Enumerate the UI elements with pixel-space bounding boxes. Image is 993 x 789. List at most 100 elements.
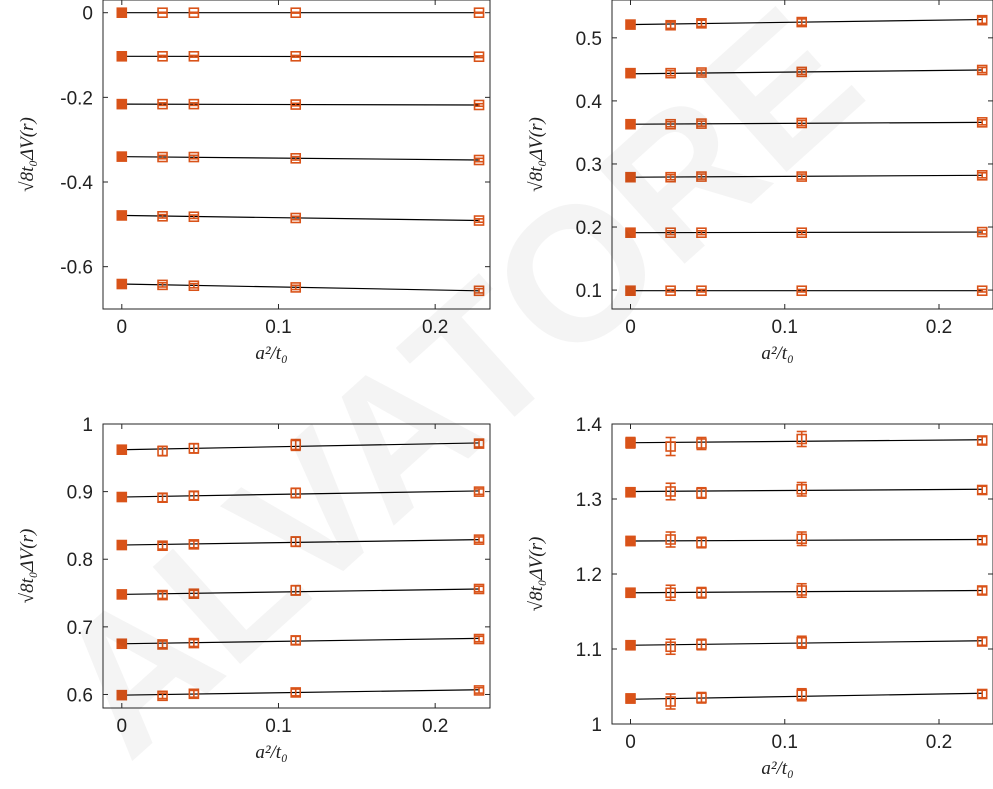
data-point bbox=[290, 585, 302, 596]
y-tick-label: 1 bbox=[591, 715, 602, 736]
data-point bbox=[696, 67, 707, 78]
x-tick-label: 0.2 bbox=[422, 716, 448, 737]
data-point bbox=[473, 51, 485, 63]
data-point bbox=[796, 171, 808, 182]
data-point bbox=[625, 437, 636, 449]
data-point bbox=[696, 285, 707, 297]
data-point bbox=[665, 641, 676, 653]
y-axis-label: √8t₀ΔV(r) bbox=[526, 117, 547, 192]
data-point bbox=[116, 539, 128, 551]
data-point bbox=[473, 438, 485, 449]
data-point bbox=[665, 171, 676, 183]
data-point bbox=[665, 534, 676, 545]
data-point bbox=[665, 67, 676, 79]
data-point bbox=[188, 588, 200, 600]
series-4 bbox=[116, 534, 485, 552]
data-point bbox=[625, 171, 636, 183]
y-tick-label: -0.4 bbox=[60, 173, 93, 194]
data-point bbox=[696, 18, 707, 29]
data-point bbox=[665, 285, 676, 297]
x-axis-label: a²/t₀ bbox=[255, 742, 287, 763]
data-point bbox=[696, 118, 707, 129]
data-point bbox=[976, 484, 988, 496]
data-point bbox=[157, 211, 168, 222]
series-3 bbox=[116, 583, 485, 601]
data-point bbox=[976, 170, 988, 181]
data-point bbox=[188, 211, 200, 223]
x-tick-label: 0.1 bbox=[265, 317, 291, 338]
data-point bbox=[696, 227, 707, 238]
data-point bbox=[116, 98, 128, 110]
series-6 bbox=[625, 14, 988, 31]
data-point bbox=[796, 585, 808, 596]
chart-panel-4: 0 0.1 0.2 1 1.1 1.2 1.3 1.4 a²/t₀ √8t₀ΔV(r) bbox=[526, 415, 993, 779]
data-point bbox=[157, 151, 168, 163]
data-point bbox=[796, 689, 808, 701]
data-point bbox=[290, 687, 302, 698]
series-6 bbox=[625, 430, 988, 457]
y-tick-label: 0.5 bbox=[576, 29, 602, 50]
series-2 bbox=[625, 226, 988, 238]
data-point bbox=[976, 435, 988, 446]
chart-panel-1: 0 0.1 0.2 0 -0.2 -0.4 -0.6 a²/t₀ √8t₀ΔV(r) bbox=[17, 0, 491, 364]
data-point bbox=[188, 539, 200, 550]
series-3 bbox=[625, 582, 988, 602]
y-tick-label: 0.6 bbox=[67, 685, 93, 706]
y-tick-label: -0.6 bbox=[60, 258, 93, 279]
x-axis-label: a²/t₀ bbox=[761, 343, 793, 364]
y-tick-label: 1.3 bbox=[576, 490, 602, 511]
data-point bbox=[796, 636, 808, 648]
data-point bbox=[290, 487, 302, 499]
data-point bbox=[157, 540, 168, 552]
series-1 bbox=[625, 687, 988, 710]
data-point bbox=[290, 50, 302, 62]
data-point bbox=[796, 66, 808, 78]
data-point bbox=[157, 50, 168, 62]
data-point bbox=[625, 285, 636, 297]
series-5 bbox=[625, 481, 988, 501]
data-point bbox=[665, 441, 676, 452]
data-point bbox=[473, 7, 485, 18]
data-point bbox=[290, 282, 302, 293]
series-1 bbox=[116, 685, 485, 702]
data-point bbox=[290, 99, 302, 110]
data-point bbox=[157, 639, 168, 650]
series-4 bbox=[625, 531, 988, 549]
data-point bbox=[625, 639, 636, 651]
y-tick-label: 1.2 bbox=[576, 565, 602, 586]
data-point bbox=[976, 14, 988, 26]
data-point bbox=[290, 635, 302, 646]
data-point bbox=[157, 589, 168, 601]
data-point bbox=[976, 585, 988, 596]
y-tick-label: 0.8 bbox=[67, 550, 93, 571]
data-point bbox=[696, 639, 707, 650]
chart-panel-3: 0 0.1 0.2 0.6 0.7 0.8 0.9 1 a²/t₀ √8t₀ΔV(r) bbox=[17, 415, 491, 763]
data-point bbox=[625, 19, 636, 30]
data-point bbox=[116, 638, 128, 650]
y-tick-label: 0.7 bbox=[67, 618, 93, 639]
x-tick-label: 0 bbox=[117, 317, 128, 338]
series-5 bbox=[625, 64, 988, 79]
data-point bbox=[796, 433, 808, 445]
x-tick-label: 0 bbox=[117, 716, 128, 737]
data-point bbox=[625, 535, 636, 547]
series-2 bbox=[116, 633, 485, 650]
data-point bbox=[116, 151, 128, 162]
data-point bbox=[796, 533, 808, 545]
y-tick-label: 1 bbox=[82, 415, 93, 436]
data-point bbox=[188, 280, 200, 292]
data-point bbox=[665, 19, 676, 31]
data-point bbox=[116, 278, 128, 290]
data-point bbox=[116, 444, 128, 455]
y-tick-label: 0.1 bbox=[576, 281, 602, 302]
data-point bbox=[796, 16, 808, 28]
data-point bbox=[290, 7, 302, 18]
data-point bbox=[473, 99, 485, 111]
series-5 bbox=[116, 210, 485, 226]
data-point bbox=[157, 98, 168, 110]
y-tick-label: 0.3 bbox=[576, 155, 602, 176]
data-point bbox=[696, 487, 707, 499]
data-point bbox=[976, 285, 988, 297]
data-point bbox=[188, 490, 200, 501]
y-tick-label: 0.2 bbox=[576, 218, 602, 239]
